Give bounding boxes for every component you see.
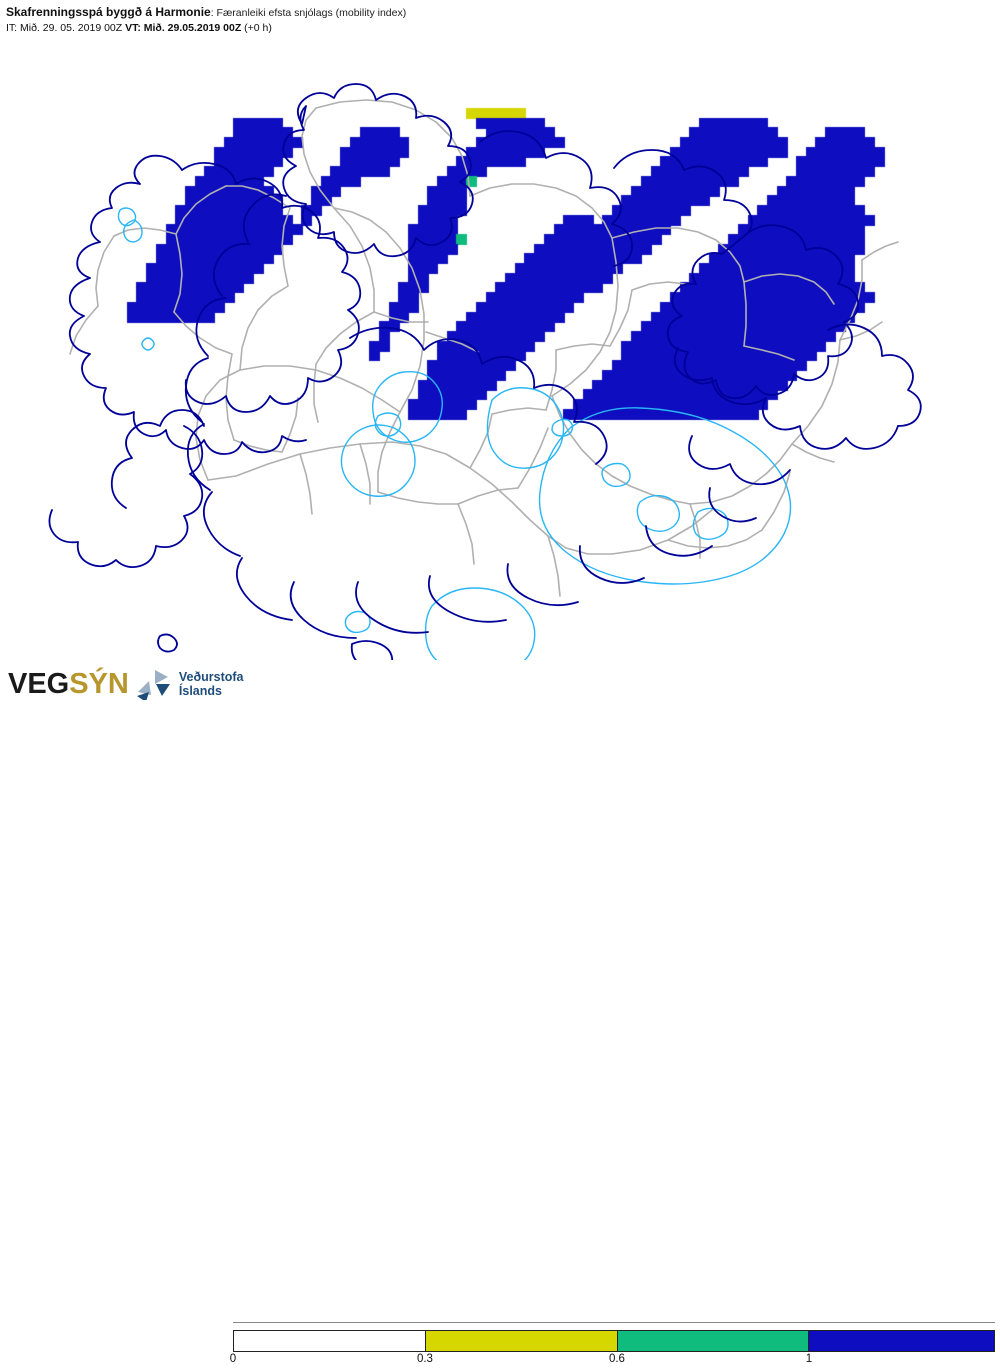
- page-title: Skafrenningsspá byggð á Harmonie: Færanl…: [6, 5, 706, 20]
- road-network: [69, 99, 899, 597]
- vegsyn-wordmark: VEGSÝN: [8, 669, 129, 699]
- colorbar-tick-3: 1: [805, 1353, 813, 1365]
- map-footer: VEGSÝN Veðurstofa Íslands 0 0.3 0.6 1: [0, 660, 1000, 1365]
- colorbar-tick-1: 0.3: [416, 1353, 433, 1365]
- logo-text-veg: VEG: [8, 668, 70, 700]
- glacier-outlines: [117, 207, 792, 660]
- agency-line-1: Veðurstofa: [178, 670, 244, 684]
- colorbar-tick-2: 0.6: [608, 1353, 625, 1365]
- title-subtitle: : Færanleiki efsta snjólags (mobility in…: [210, 7, 407, 19]
- valid-time-value: Mið. 29.05.2019 00Z: [143, 22, 242, 34]
- agency-name: Veðurstofa Íslands: [179, 670, 244, 698]
- colorbar-tick-labels: 0 0.3 0.6 1: [229, 1353, 995, 1368]
- mobility-index-grid: [0, 40, 1000, 660]
- colorbar-top-rule: [233, 1322, 995, 1323]
- title-main: Skafrenningsspá byggð á Harmonie: [6, 5, 211, 19]
- colorbar-band-1: [424, 1331, 617, 1351]
- logo-text-syn: SÝN: [69, 668, 129, 700]
- colorbar-band-0: [234, 1331, 425, 1351]
- forecast-map[interactable]: [0, 40, 1000, 660]
- iceland-basemap: [48, 83, 922, 660]
- map-header: Skafrenningsspá byggð á Harmonie: Færanl…: [6, 5, 706, 39]
- vegsyn-logo[interactable]: VEGSÝN Veðurstofa Íslands: [8, 666, 244, 702]
- valid-time-label: VT:: [125, 22, 141, 34]
- colorbar-band-3: [808, 1331, 994, 1351]
- agency-line-2: Íslands: [178, 684, 222, 698]
- issue-time-value: Mið. 29. 05. 2019 00Z: [20, 22, 123, 34]
- compass-arrows-icon: [136, 668, 171, 702]
- lead-time-value: (+0 h): [244, 22, 272, 34]
- iceland-coastline: [48, 83, 922, 660]
- forecast-time-line: IT: Mið. 29. 05. 2019 00Z VT: Mið. 29.05…: [6, 21, 706, 35]
- mobility-index-colorbar: [233, 1330, 995, 1352]
- colorbar-band-2: [616, 1331, 809, 1351]
- issue-time-label: IT:: [6, 22, 18, 34]
- colorbar-tick-0: 0: [229, 1353, 237, 1365]
